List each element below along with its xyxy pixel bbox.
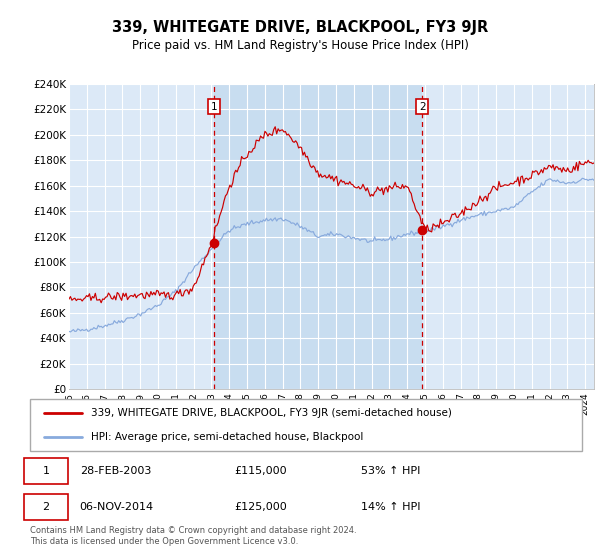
FancyBboxPatch shape: [25, 493, 68, 520]
Text: £125,000: £125,000: [234, 502, 287, 512]
Text: 28-FEB-2003: 28-FEB-2003: [80, 466, 151, 476]
Text: 2: 2: [419, 102, 425, 112]
Text: 06-NOV-2014: 06-NOV-2014: [80, 502, 154, 512]
Bar: [214, 84, 422, 389]
Text: 339, WHITEGATE DRIVE, BLACKPOOL, FY3 9JR (semi-detached house): 339, WHITEGATE DRIVE, BLACKPOOL, FY3 9JR…: [91, 408, 452, 418]
Text: 1: 1: [211, 102, 217, 112]
Text: £115,000: £115,000: [234, 466, 287, 476]
Text: 14% ↑ HPI: 14% ↑ HPI: [361, 502, 421, 512]
Text: Price paid vs. HM Land Registry's House Price Index (HPI): Price paid vs. HM Land Registry's House …: [131, 39, 469, 52]
Text: 53% ↑ HPI: 53% ↑ HPI: [361, 466, 421, 476]
Text: 2: 2: [43, 502, 50, 512]
FancyBboxPatch shape: [25, 458, 68, 484]
Text: HPI: Average price, semi-detached house, Blackpool: HPI: Average price, semi-detached house,…: [91, 432, 363, 442]
Text: 1: 1: [43, 466, 50, 476]
Text: Contains HM Land Registry data © Crown copyright and database right 2024.
This d: Contains HM Land Registry data © Crown c…: [30, 526, 356, 546]
Text: 339, WHITEGATE DRIVE, BLACKPOOL, FY3 9JR: 339, WHITEGATE DRIVE, BLACKPOOL, FY3 9JR: [112, 20, 488, 35]
FancyBboxPatch shape: [30, 399, 582, 451]
